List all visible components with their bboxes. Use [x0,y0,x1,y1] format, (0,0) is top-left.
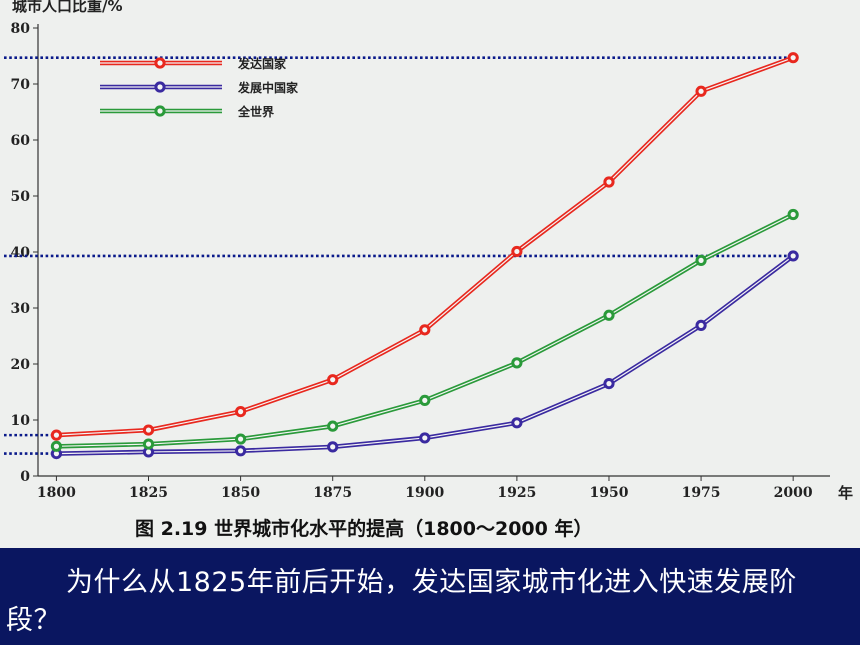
series-line-outer [56,55,794,438]
x-tick-label: 1950 [589,485,628,501]
y-tick-label: 80 [11,21,31,37]
series-line-inner [56,255,794,455]
legend-label: 发展中国家 [237,80,299,95]
data-point-center [330,444,336,450]
legend-marker-center [157,84,163,90]
y-tick-label: 20 [11,357,31,373]
y-tick-label: 50 [11,189,31,205]
data-point-center [698,322,704,328]
series-2 [50,208,799,452]
data-point-center [330,377,336,383]
data-point-center [606,381,612,387]
x-tick-label: 1825 [129,485,168,501]
data-point-center [145,427,152,433]
x-tick-label: 1850 [221,485,260,501]
data-point-center [422,397,428,403]
legend-item: 发展中国家 [100,80,299,95]
legend-marker-center [157,108,163,114]
data-point-center [145,441,152,447]
x-tick-label: 1900 [405,485,444,501]
data-point-center [330,423,336,429]
series-lines [50,52,799,460]
y-tick-label: 60 [11,133,31,149]
legend-marker-center [157,60,163,66]
data-point-center [53,443,60,449]
series-1 [50,250,799,460]
x-axis-unit-label: 年 [838,484,853,502]
data-point-center [514,248,520,255]
legend-label: 全世界 [237,104,274,119]
data-point-center [514,420,520,426]
series-line-inner [56,57,794,436]
urbanization-line-chart: 0 10 20 30 40 50 60 70 80 1800 1825 1850 1875 1900 192… [4,0,853,540]
data-point-center [422,327,428,333]
reference-lines [4,56,794,455]
data-point-center [790,211,796,218]
y-tick-label: 30 [11,301,31,317]
x-tick-label: 1925 [497,485,536,501]
y-tick-label: 0 [20,469,30,485]
data-point-center [514,360,520,366]
legend-label: 发达国家 [237,56,287,71]
data-point-center [790,253,796,259]
legend-item: 发达国家 [100,56,287,71]
data-point-center [238,448,244,454]
data-point-center [790,55,796,61]
y-tick-label: 40 [11,245,31,261]
x-tick-label: 1875 [313,485,352,501]
data-point-center [698,257,704,263]
data-point-center [606,179,612,185]
data-point-center [698,88,704,94]
x-tick-label: 1975 [682,485,721,501]
figure-panel: 0 10 20 30 40 50 60 70 80 1800 1825 1850 1875 1900 192… [0,0,860,548]
data-point-center [238,436,244,442]
y-tick-label: 10 [11,413,31,429]
legend-item: 全世界 [100,104,274,119]
series-0 [50,52,799,441]
data-point-center [422,435,428,441]
data-point-center [53,451,60,457]
data-point-center [238,409,244,415]
x-tick-label: 2000 [774,485,813,501]
figure-caption: 图 2.19 世界城市化水平的提高（1800～2000 年） [135,517,593,540]
data-point-center [606,312,612,318]
y-tick-label: 70 [11,77,31,93]
series-line-outer [56,254,795,456]
question-text: 为什么从1825年前后开始，发达国家城市化进入快速发展阶段？ [6,567,797,636]
y-axis-label: 城市人口比重/% [12,0,123,15]
data-point-center [145,449,152,455]
x-tick-label: 1800 [37,485,76,501]
data-point-center [53,432,60,438]
